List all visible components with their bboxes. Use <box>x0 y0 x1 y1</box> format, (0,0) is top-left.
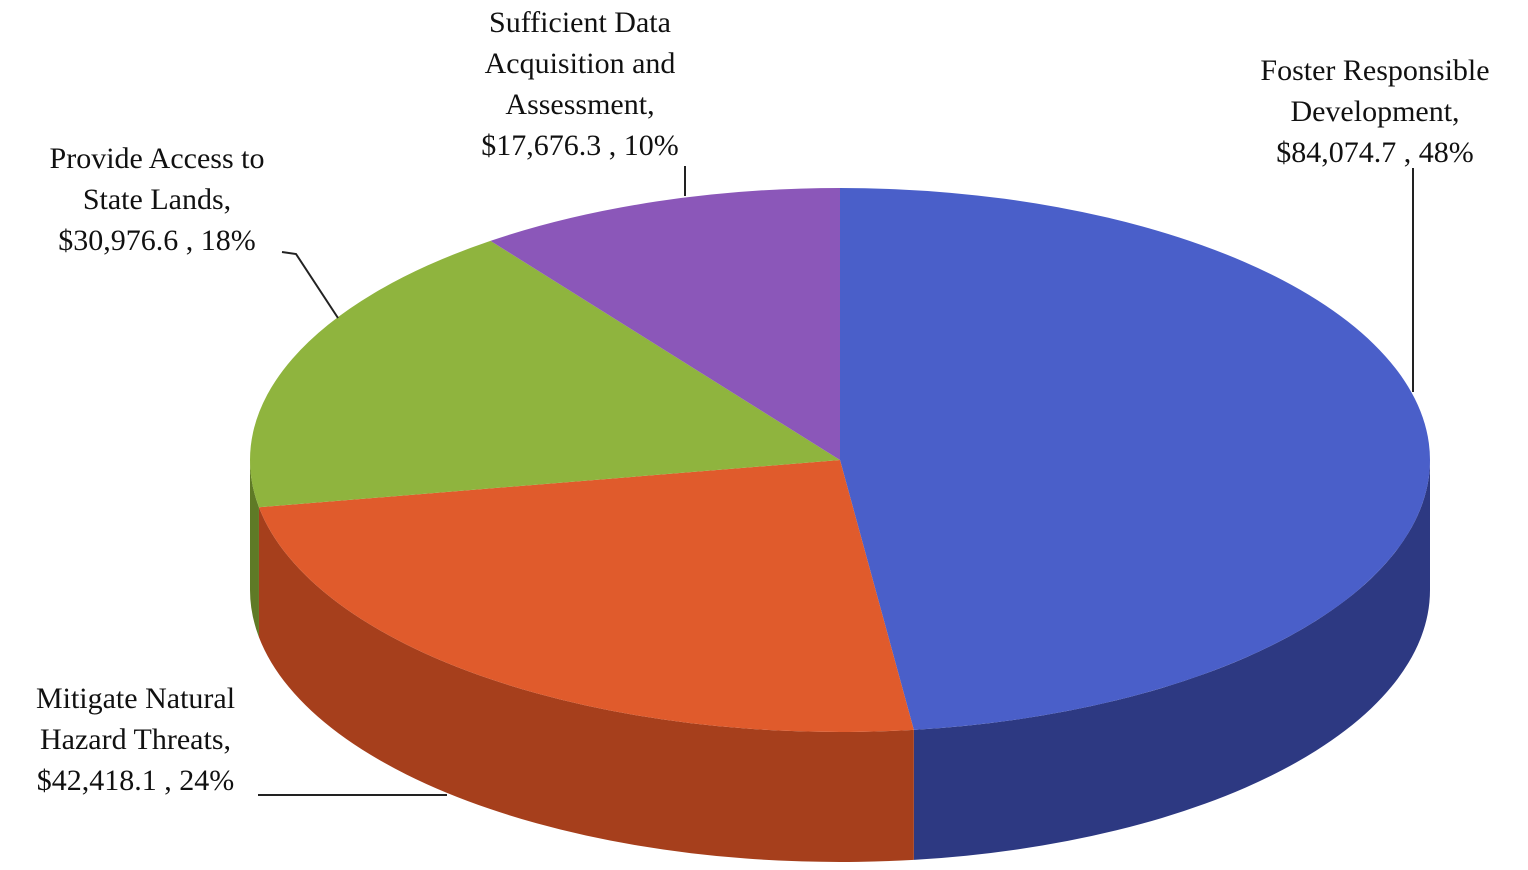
category-label: Mitigate Natural Hazard Threats, <box>35 682 236 756</box>
slice <box>249 240 840 508</box>
value-label: $30,976.6 , <box>58 224 194 257</box>
data-label: Mitigate Natural Hazard Threats, $42,418.… <box>8 678 263 801</box>
slice-side <box>250 460 259 638</box>
data-label: Provide Access to State Lands, $30,976.6 … <box>17 138 297 261</box>
value-label: $17,676.3 , <box>481 129 617 162</box>
pie <box>249 188 1431 862</box>
slice <box>258 460 914 732</box>
percentage-label: 48% <box>1418 136 1474 169</box>
slice-side <box>913 460 1430 860</box>
category-label: Sufficient Data Acquisition and Assessme… <box>484 6 676 121</box>
value-label: $42,418.1 , <box>36 764 172 797</box>
percentage-label: 24% <box>179 764 235 797</box>
value-label: $84,074.7 , <box>1276 136 1412 169</box>
slice-side <box>258 507 914 862</box>
category-label: Provide Access to State Lands, <box>49 142 265 216</box>
percentage-label: 10% <box>623 129 679 162</box>
leader-line <box>281 251 339 319</box>
slice <box>840 188 1431 730</box>
category-label: Foster Responsible Development, <box>1260 54 1490 128</box>
slice <box>490 188 840 460</box>
leader-lines <box>258 166 1414 796</box>
data-label: Foster Responsible Development, $84,074.7… <box>1225 50 1525 173</box>
percentage-label: 18% <box>200 224 256 257</box>
data-label: Sufficient Data Acquisition and Assessme… <box>450 2 710 166</box>
